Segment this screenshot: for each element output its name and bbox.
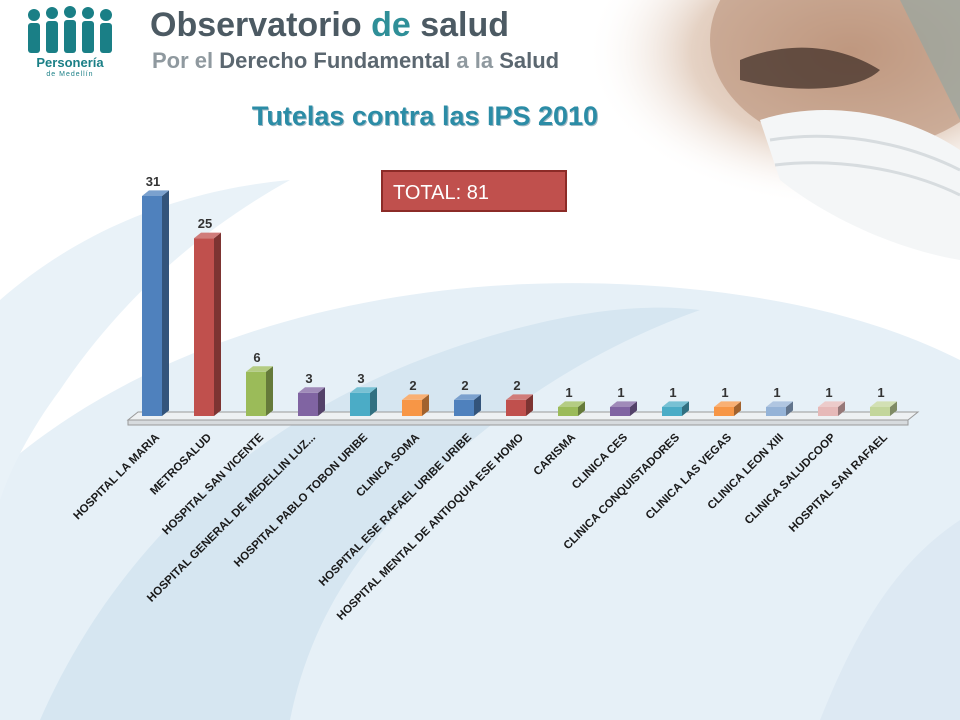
data-label: 1 bbox=[877, 385, 884, 400]
header-title: Observatorio de salud bbox=[150, 6, 509, 45]
bar bbox=[246, 366, 273, 416]
bar bbox=[298, 387, 325, 416]
data-label: 1 bbox=[565, 385, 572, 400]
data-label: 25 bbox=[198, 216, 212, 231]
category-label: HOSPITAL LA MARIA bbox=[72, 432, 163, 523]
logo-subtitle: de Medellín bbox=[46, 71, 94, 78]
category-label: HOSPITAL MENTAL DE ANTIOQUIA ESE HOMO bbox=[335, 432, 526, 623]
bar bbox=[766, 401, 793, 416]
bar bbox=[818, 401, 845, 416]
data-label: 1 bbox=[825, 385, 832, 400]
data-label: 2 bbox=[409, 378, 416, 393]
category-label: HOSPITAL SAN VICENTE bbox=[160, 431, 266, 537]
bar bbox=[454, 394, 481, 416]
chart-title: Tutelas contra las IPS 2010 bbox=[251, 101, 599, 131]
header-title-part1: Observatorio bbox=[150, 6, 362, 44]
bar bbox=[402, 394, 429, 416]
header-subtitle-part3: a la bbox=[450, 48, 500, 73]
category-label: CLINICA LAS VEGAS bbox=[644, 431, 735, 522]
bar bbox=[142, 190, 169, 416]
data-label: 3 bbox=[305, 371, 312, 386]
data-label: 1 bbox=[617, 385, 624, 400]
logo-name: Personería bbox=[36, 55, 104, 70]
bar bbox=[662, 401, 689, 416]
data-label: 3 bbox=[357, 371, 364, 386]
header-subtitle-part2: Derecho Fundamental bbox=[219, 48, 451, 73]
data-label: 1 bbox=[721, 385, 728, 400]
data-label: 1 bbox=[669, 385, 676, 400]
chart-floor-edge bbox=[127, 419, 909, 426]
category-label: CLINICA SALUDCOOP bbox=[743, 431, 839, 527]
data-label: 2 bbox=[513, 378, 520, 393]
bar bbox=[610, 401, 637, 416]
data-label: 2 bbox=[461, 378, 468, 393]
bar bbox=[714, 401, 741, 416]
data-label: 6 bbox=[253, 350, 260, 365]
bar bbox=[870, 401, 897, 416]
bar bbox=[558, 401, 585, 416]
header-subtitle: Por el Derecho Fundamental a la Salud bbox=[152, 48, 559, 74]
header-subtitle-part1: Por el bbox=[152, 48, 220, 73]
data-label: 31 bbox=[146, 174, 160, 189]
bar bbox=[194, 232, 221, 416]
bar bbox=[506, 394, 533, 416]
personeria-logo: Personería de Medellín bbox=[24, 4, 116, 84]
header-title-part2: de bbox=[361, 6, 421, 44]
category-label: HOSPITAL SAN RAFAEL bbox=[787, 432, 890, 535]
bar bbox=[350, 387, 377, 416]
people-logo-icon bbox=[28, 6, 112, 53]
total-badge: TOTAL: 81 bbox=[381, 170, 567, 212]
category-label: CARISMA bbox=[532, 432, 578, 478]
data-label: 1 bbox=[773, 385, 780, 400]
header-title-part3: salud bbox=[420, 6, 510, 44]
header-subtitle-part4: Salud bbox=[499, 48, 560, 73]
